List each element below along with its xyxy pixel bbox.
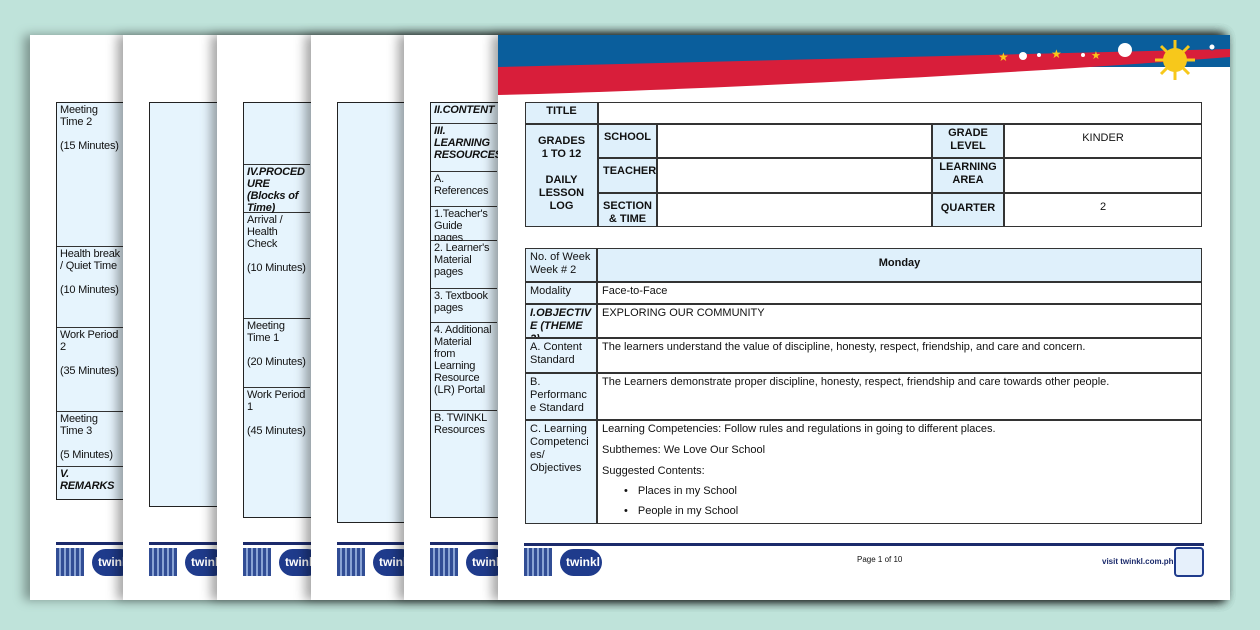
footer-rule <box>524 543 1204 546</box>
table-row-label: Work Period 1 (45 Minutes) <box>244 388 310 517</box>
table-row-label: IV.PROCED URE (Blocks of Time) <box>244 165 310 214</box>
school-value <box>657 124 932 158</box>
row-value: Learning Competencies: Follow rules and … <box>597 420 1202 524</box>
qr-code <box>149 548 177 576</box>
day-header: Monday <box>597 248 1202 282</box>
row-label: Modality <box>525 282 597 304</box>
table-row-label: II.CONTENT <box>431 103 497 124</box>
table-row-label: 3. Textbook pages <box>431 289 497 323</box>
bullet-icon: • <box>624 485 628 497</box>
qr-code <box>337 548 365 576</box>
grade-level-value: KINDER <box>1004 124 1202 158</box>
week-label: No. of Week Week # 2 <box>525 248 597 282</box>
page-number: Page 1 of 10 <box>857 555 903 564</box>
quarter-label: QUARTER <box>932 193 1004 227</box>
row-value: The Learners demonstrate proper discipli… <box>597 373 1202 420</box>
qr-code <box>243 548 271 576</box>
competencies-text: Learning Competencies: Follow rules and … <box>602 423 996 435</box>
table-row-label: V. REMARKS <box>57 467 123 499</box>
teacher-value <box>657 158 932 193</box>
qr-code <box>524 548 552 576</box>
row-value: EXPLORING OUR COMMUNITY <box>597 304 1202 338</box>
section-value <box>657 193 932 227</box>
table-row-label: Meeting Time 3 (5 Minutes) <box>57 412 123 467</box>
row-value: Face-to-Face <box>597 282 1202 304</box>
grade-level-label: GRADE LEVEL <box>932 124 1004 158</box>
qr-code <box>56 548 84 576</box>
bullet-item: • People in my School <box>602 505 1197 518</box>
table-row-label: 1.Teacher's Guide pages <box>431 207 497 244</box>
row-label: C. Learning Competenci es/ Objectives <box>525 420 597 524</box>
table-row-label <box>244 103 310 165</box>
svg-text:★: ★ <box>998 50 1009 64</box>
table-row-label: Health break / Quiet Time (10 Minutes) <box>57 247 123 328</box>
qr-code <box>430 548 458 576</box>
table-row-label: Arrival / Health Check (10 Minutes) <box>244 213 310 319</box>
table-row-label: Work Period 2 (35 Minutes) <box>57 328 123 412</box>
approved-badge-icon <box>1174 547 1204 577</box>
bullet-icon: • <box>624 505 628 517</box>
table-row-label: A. References <box>431 172 497 207</box>
teacher-label: TEACHER <box>598 158 657 193</box>
svg-text:★: ★ <box>1091 50 1101 62</box>
quarter-value: 2 <box>1004 193 1202 227</box>
table-row-label: B. TWINKL Resources <box>431 411 497 517</box>
table-row-label: Meeting Time 1 (20 Minutes) <box>244 319 310 388</box>
learning-area-label: LEARNING AREA <box>932 158 1004 193</box>
table-row-label: Meeting Time 2 (15 Minutes) <box>57 103 123 247</box>
row-label: I.OBJECTIV E (THEME 2) <box>525 304 597 338</box>
table-row-label: 4. Additional Material from Learning Res… <box>431 323 497 411</box>
svg-text:★: ★ <box>1051 47 1062 61</box>
twinkl-logo[interactable]: twinkl <box>560 549 602 576</box>
bullet-text: People in my School <box>637 505 739 517</box>
suggested-text: Suggested Contents: <box>602 465 705 477</box>
title-label: TITLE <box>525 102 598 124</box>
flag-banner: ★ ★ ★ <box>498 35 1230 95</box>
bullet-item: • Places in my School <box>602 485 1197 498</box>
school-label: SCHOOL <box>598 124 657 158</box>
grades-label: GRADES 1 TO 12 DAILY LESSON LOG <box>525 124 598 227</box>
row-label: B. Performanc e Standard <box>525 373 597 420</box>
table-row-label: 2. Learner's Material pages <box>431 241 497 289</box>
table-row-label: III. LEARNING RESOURCES <box>431 124 502 172</box>
front-page: ★ ★ ★ TITLE GRADES 1 TO 12 DAILY LESSON LOG… <box>498 35 1230 600</box>
subthemes-text: Subthemes: We Love Our School <box>602 444 766 456</box>
section-label: SECTION & TIME <box>598 193 657 227</box>
row-value: The learners understand the value of dis… <box>597 338 1202 373</box>
title-value <box>598 102 1202 124</box>
visit-link[interactable]: visit twinkl.com.ph <box>1102 557 1174 566</box>
learning-area-value <box>1004 158 1202 193</box>
bullet-text: Places in my School <box>637 485 737 497</box>
row-label: A. Content Standard <box>525 338 597 373</box>
